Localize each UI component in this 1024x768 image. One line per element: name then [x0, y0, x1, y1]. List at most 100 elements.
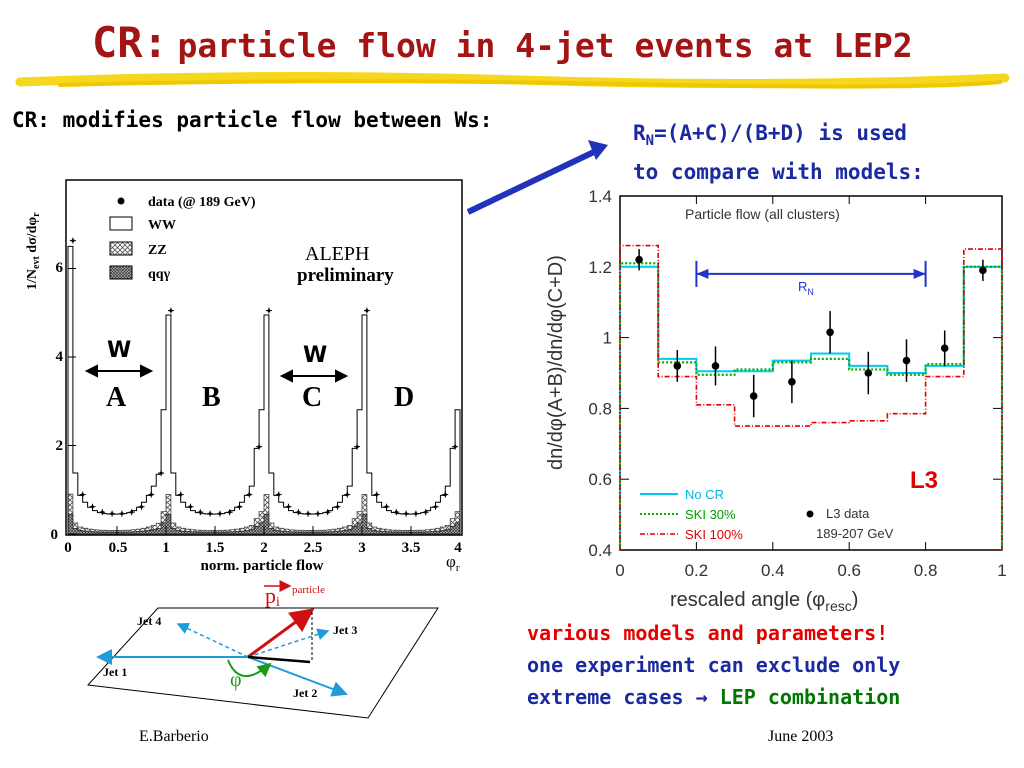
- jet1-label: Jet 1: [103, 665, 127, 679]
- l3-ytick-label: 0.4: [588, 541, 612, 560]
- aleph-ylabel: 1/Nevt dσ/dφr: [25, 212, 42, 290]
- aleph-data-point: [159, 471, 163, 475]
- aleph-data-point: [100, 510, 104, 514]
- aleph-data-point: [189, 505, 192, 509]
- conclusion-line3-a: extreme cases: [527, 685, 684, 709]
- aleph-data-point: [296, 510, 300, 514]
- footer-date: June 2003: [768, 728, 834, 745]
- legend-data-label: data (@ 189 GeV): [148, 195, 256, 210]
- aleph-experiment: ALEPH: [305, 243, 369, 265]
- aleph-ytick: 2: [56, 438, 64, 454]
- aleph-data-point: [140, 505, 143, 509]
- legend-l3data-marker: [806, 510, 814, 518]
- conclusion-line3-b: LEP combination: [719, 685, 901, 709]
- aleph-data-point: [326, 510, 330, 514]
- rn-formula: =(A+C)/(B+D) is used: [654, 121, 907, 145]
- aleph-data-point: [277, 493, 281, 497]
- region-label: B: [202, 382, 221, 413]
- slide-title: CR: particle flow in 4-jet events at LEP…: [92, 18, 913, 67]
- legend-l3data-label: L3 data: [826, 506, 870, 521]
- l3-data-point: [902, 356, 911, 365]
- l3-data-point: [788, 378, 796, 386]
- aleph-data-point: [149, 493, 153, 497]
- aleph-data-point: [247, 493, 251, 497]
- l3-legend: No CR SKI 30% SKI 100% L3 data 189-207 G…: [640, 487, 894, 542]
- conclusion-line1: various models and parameters!: [527, 621, 889, 645]
- l3-xlabel: rescaled angle (φresc): [670, 589, 858, 614]
- l3-ytick-label: 1: [603, 329, 612, 348]
- aleph-data-point: [91, 505, 94, 509]
- l3-data-point: [979, 266, 987, 275]
- aleph-data-point: [257, 445, 261, 449]
- aleph-xtick: 0.5: [109, 540, 128, 556]
- l3-xtick-label: 0.2: [685, 561, 709, 580]
- rn-line2: to compare with models:: [633, 160, 924, 185]
- l3-ylabel: dn/dφ(A+B)/dn/dφ(C+D): [545, 255, 567, 470]
- aleph-xlabel: norm. particle flow: [201, 558, 324, 574]
- aleph-data-point: [345, 493, 349, 497]
- legend-ski30-label: SKI 30%: [685, 507, 736, 522]
- l3-xtick-label: 0.6: [837, 561, 861, 580]
- jet2-label: Jet 2: [293, 686, 317, 700]
- aleph-data-point: [306, 512, 310, 516]
- aleph-data-point: [453, 445, 457, 449]
- legend-zz-label: ZZ: [148, 243, 167, 258]
- conclusion-line3: extreme cases → LEP combination: [527, 681, 900, 713]
- l3-ytick-label: 1.2: [588, 258, 612, 277]
- l3-xtick-label: 1: [997, 561, 1006, 580]
- aleph-data-point: [130, 510, 134, 514]
- jet3-arrow: [247, 628, 330, 658]
- rn-arrowhead: [696, 268, 709, 279]
- aleph-data-point: [443, 493, 447, 497]
- l3-data-point: [864, 369, 873, 377]
- title-underline: [15, 71, 1010, 89]
- aleph-data-point: [424, 510, 428, 514]
- aleph-axis-symbol: φr: [446, 552, 460, 574]
- w-label: W: [303, 343, 327, 368]
- projected-momentum: [247, 655, 311, 664]
- l3-series-0: [619, 265, 1003, 550]
- legend-data-marker: [117, 197, 125, 205]
- jet3-label: Jet 3: [333, 623, 357, 637]
- l3-xtick-label: 0.4: [761, 561, 785, 580]
- region-label: D: [394, 382, 414, 413]
- aleph-ytick: 0: [51, 527, 59, 543]
- particle-arrow: [247, 608, 315, 659]
- angle-label: φ: [230, 669, 242, 691]
- conclusion-line2: one experiment can exclude only: [527, 653, 901, 677]
- aleph-xtick: 1: [162, 540, 170, 556]
- aleph-histogram: [67, 237, 461, 535]
- rn-definition: RN=(A+C)/(B+D) is used to compare with m…: [633, 118, 924, 188]
- l3-experiment: L3: [910, 467, 938, 494]
- legend-ski100-label: SKI 100%: [685, 527, 743, 542]
- jet4-label: Jet 4: [137, 614, 161, 628]
- aleph-data-point: [434, 505, 437, 509]
- l3-xtick-label: 0: [615, 561, 624, 580]
- legend-qqg-label: qqγ: [148, 267, 171, 282]
- aleph-ytick: 4: [56, 349, 64, 365]
- momentum-label: pi: [265, 583, 280, 610]
- l3-ytick-label: 0.8: [588, 399, 612, 418]
- implies-arrow: →: [695, 685, 708, 709]
- rn-range-label: RN: [798, 279, 814, 297]
- aleph-data-point: [316, 512, 320, 516]
- legend-zz-swatch: [109, 241, 133, 256]
- aleph-data-point: [198, 510, 202, 514]
- l3-data-point: [749, 392, 758, 400]
- l3-plot-area: 0 0.2 0.4 0.6 0.8 1 0.4 0.6 0.8 1 1.2 1.4: [588, 187, 1006, 580]
- aleph-xtick: 3.5: [402, 540, 421, 556]
- aleph-status: preliminary: [297, 265, 394, 286]
- aleph-data-point: [394, 510, 398, 514]
- l3-xtick-label: 0.8: [914, 561, 938, 580]
- aleph-data-point: [81, 493, 85, 497]
- aleph-data-point: [71, 239, 75, 243]
- aleph-data-point: [218, 512, 222, 516]
- aleph-data-point: [208, 512, 212, 516]
- aleph-data-point: [120, 512, 124, 516]
- footer-author: E.Barberio: [139, 728, 209, 745]
- legend-ww-swatch: [109, 216, 133, 231]
- aleph-xtick: 2.5: [304, 540, 323, 556]
